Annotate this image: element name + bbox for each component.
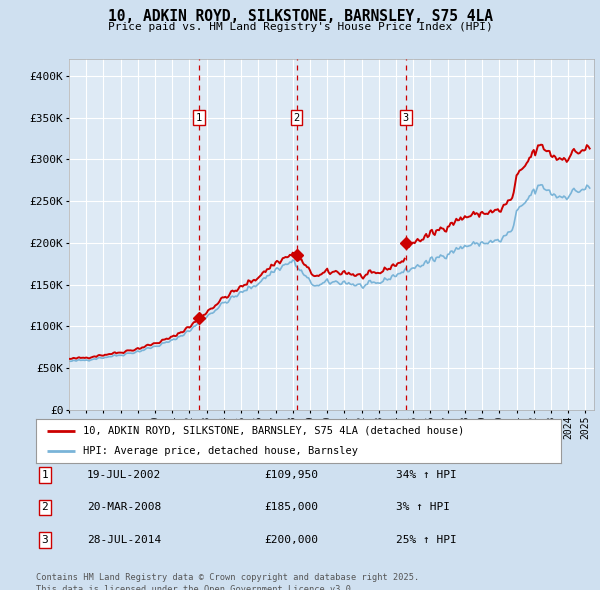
Text: 10, ADKIN ROYD, SILKSTONE, BARNSLEY, S75 4LA: 10, ADKIN ROYD, SILKSTONE, BARNSLEY, S75… <box>107 9 493 24</box>
Text: 19-JUL-2002: 19-JUL-2002 <box>87 470 161 480</box>
Text: 20-MAR-2008: 20-MAR-2008 <box>87 503 161 512</box>
Text: 3% ↑ HPI: 3% ↑ HPI <box>396 503 450 512</box>
Text: Price paid vs. HM Land Registry's House Price Index (HPI): Price paid vs. HM Land Registry's House … <box>107 22 493 32</box>
Text: £185,000: £185,000 <box>264 503 318 512</box>
Text: £200,000: £200,000 <box>264 535 318 545</box>
Text: Contains HM Land Registry data © Crown copyright and database right 2025.
This d: Contains HM Land Registry data © Crown c… <box>36 573 419 590</box>
Text: 28-JUL-2014: 28-JUL-2014 <box>87 535 161 545</box>
Text: 34% ↑ HPI: 34% ↑ HPI <box>396 470 457 480</box>
Text: 3: 3 <box>403 113 409 123</box>
Text: 3: 3 <box>41 535 49 545</box>
Text: 25% ↑ HPI: 25% ↑ HPI <box>396 535 457 545</box>
Text: 1: 1 <box>41 470 49 480</box>
Text: 2: 2 <box>293 113 299 123</box>
Text: 2: 2 <box>41 503 49 512</box>
Text: 1: 1 <box>196 113 202 123</box>
Text: 10, ADKIN ROYD, SILKSTONE, BARNSLEY, S75 4LA (detached house): 10, ADKIN ROYD, SILKSTONE, BARNSLEY, S75… <box>83 426 464 436</box>
Text: £109,950: £109,950 <box>264 470 318 480</box>
Text: HPI: Average price, detached house, Barnsley: HPI: Average price, detached house, Barn… <box>83 446 358 456</box>
